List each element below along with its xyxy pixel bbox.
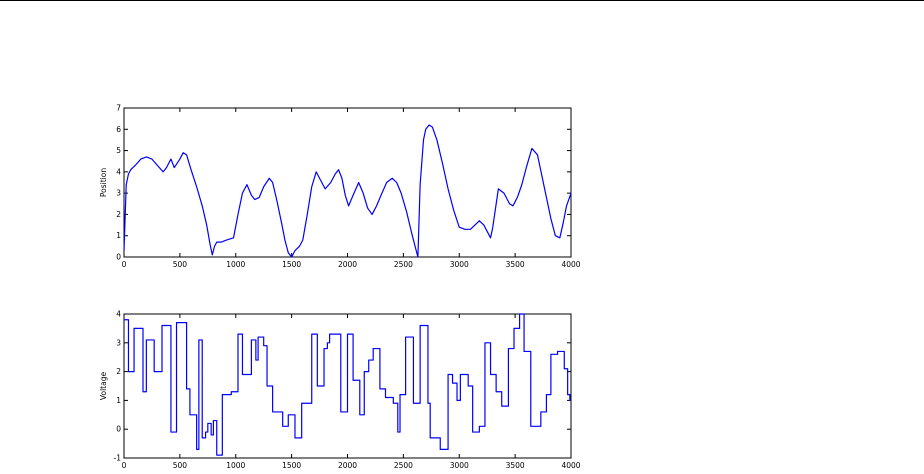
y-tick-label: -1 bbox=[114, 454, 122, 463]
y-tick-label: 3 bbox=[116, 189, 121, 198]
x-tick-label: 2000 bbox=[338, 461, 357, 470]
x-tick-label: 0 bbox=[122, 461, 127, 470]
y-tick-label: 0 bbox=[116, 425, 121, 434]
series-line bbox=[124, 313, 571, 456]
y-tick-label: 5 bbox=[116, 146, 121, 155]
y-tick-label: 2 bbox=[116, 210, 121, 219]
top-rule bbox=[0, 0, 924, 1]
x-tick-label: 3000 bbox=[450, 461, 469, 470]
y-axis-title: Position bbox=[99, 168, 108, 197]
series-line bbox=[123, 124, 572, 258]
y-tick-label: 0 bbox=[116, 253, 121, 262]
chart-2: 0 500 1000 1500 2000 2500 3000 3500 4000-101234V… bbox=[99, 310, 581, 471]
y-tick-label: 3 bbox=[116, 338, 121, 347]
x-tick-label: 500 bbox=[173, 461, 188, 470]
y-tick-label: 4 bbox=[116, 167, 121, 176]
x-tick-label: 3000 bbox=[450, 260, 469, 269]
y-axis-title: Voltage bbox=[99, 372, 108, 401]
y-tick-label: 1 bbox=[116, 231, 121, 240]
x-tick-label: 1500 bbox=[282, 461, 301, 470]
x-tick-label: 4000 bbox=[561, 260, 580, 269]
x-tick-label: 2500 bbox=[394, 461, 413, 470]
y-tick-label: 6 bbox=[116, 125, 121, 134]
x-tick-label: 1000 bbox=[226, 260, 245, 269]
x-tick-label: 3500 bbox=[506, 461, 525, 470]
x-tick-label: 1000 bbox=[226, 461, 245, 470]
plot-area-box bbox=[123, 107, 572, 258]
x-tick-label: 2500 bbox=[394, 260, 413, 269]
x-tick-label: 1500 bbox=[282, 260, 301, 269]
x-tick-label: 3500 bbox=[506, 260, 525, 269]
y-tick-label: 2 bbox=[116, 367, 121, 376]
chart-1: 0 500 1000 1500 2000 2500 3000 3500 4000 0 1 2 3 4 5 6 7… bbox=[99, 104, 581, 270]
y-tick-label: 7 bbox=[116, 104, 121, 113]
x-tick-label: 0 bbox=[122, 260, 127, 269]
x-tick-label: 4000 bbox=[561, 461, 580, 470]
y-tick-label: 4 bbox=[116, 310, 121, 319]
x-tick-label: 2000 bbox=[338, 260, 357, 269]
y-tick-label: 1 bbox=[116, 396, 121, 405]
x-tick-label: 500 bbox=[173, 260, 188, 269]
